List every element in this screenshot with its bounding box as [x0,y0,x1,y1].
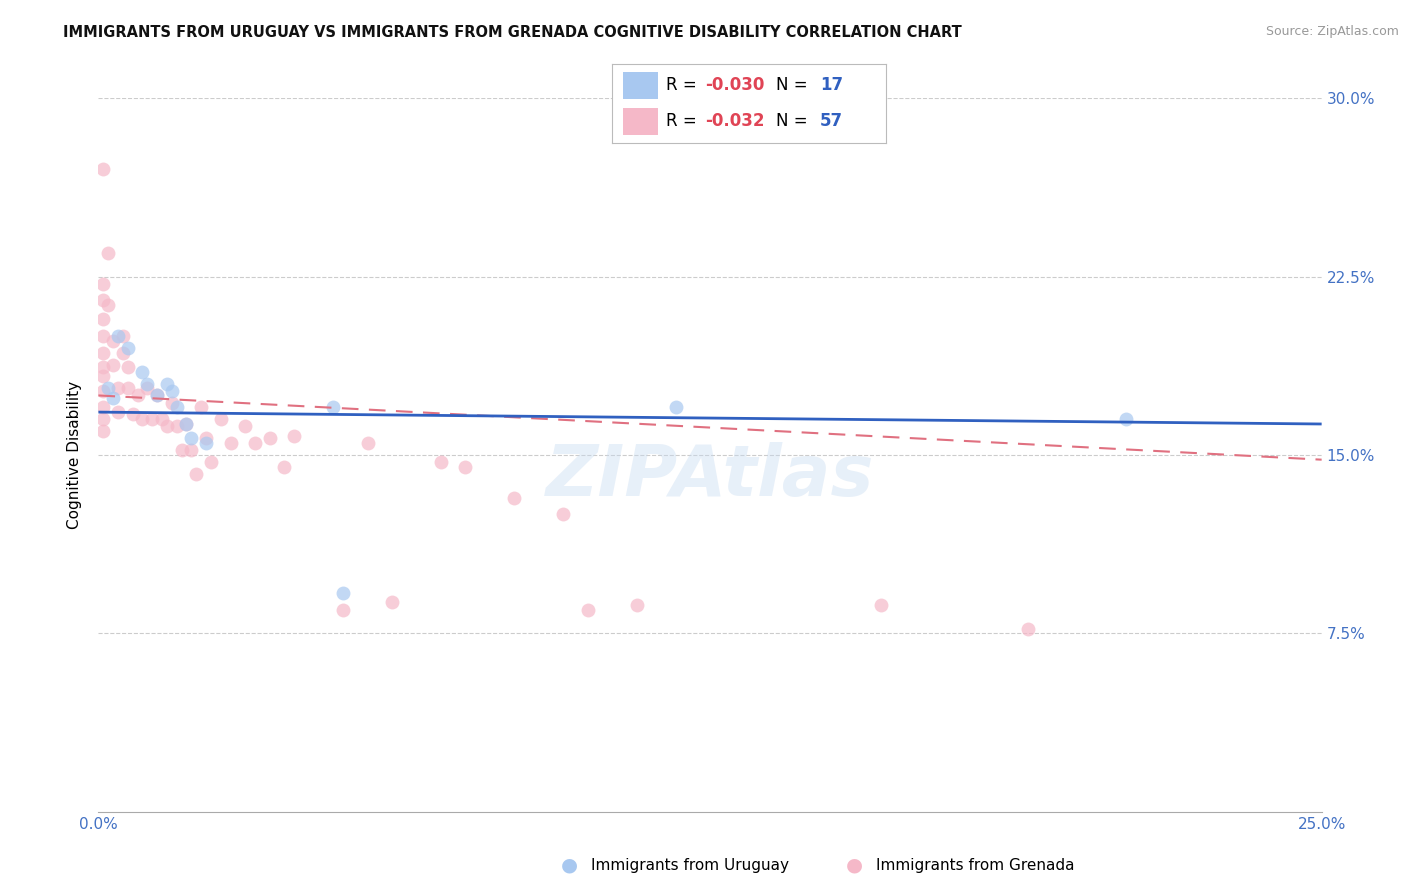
Point [233,419,256,434]
Point [180,431,202,445]
Text: Immigrants from Grenada: Immigrants from Grenada [876,858,1074,872]
Point [91,312,114,326]
Point [1115,412,1137,426]
Point [156,376,179,391]
Point [190,401,212,415]
Text: ●: ● [846,855,863,875]
Text: Immigrants from Uruguay: Immigrants from Uruguay [591,858,789,872]
Point [91,384,114,398]
Point [170,443,193,458]
Point [101,334,124,348]
Point [91,359,114,374]
Point [665,401,688,415]
FancyBboxPatch shape [623,108,658,135]
Point [156,419,179,434]
Point [91,345,114,359]
Text: Source: ZipAtlas.com: Source: ZipAtlas.com [1265,25,1399,38]
Point [166,419,188,434]
Point [160,384,183,398]
Point [626,598,648,612]
FancyBboxPatch shape [623,72,658,99]
Point [332,586,354,600]
Point [97,298,120,312]
Point [117,381,139,395]
Point [176,417,198,431]
Point [131,365,153,379]
Point [91,277,114,291]
Text: N =: N = [776,77,813,95]
Text: 17: 17 [820,77,844,95]
Text: -0.030: -0.030 [704,77,765,95]
Point [117,359,139,374]
Point [283,429,305,443]
Point [200,455,222,469]
Point [160,395,183,409]
Text: 57: 57 [820,112,844,129]
Point [454,459,477,474]
Text: R =: R = [666,77,703,95]
Point [97,245,120,260]
Point [131,412,153,426]
Point [117,341,139,355]
Point [136,381,159,395]
Text: ●: ● [561,855,578,875]
Point [91,369,114,384]
Point [273,459,295,474]
Point [146,388,169,402]
Point [332,602,354,616]
Text: -0.032: -0.032 [704,112,765,129]
Point [503,491,526,505]
Point [322,401,344,415]
Point [356,436,378,450]
Point [101,391,124,405]
Point [195,436,218,450]
Point [141,412,163,426]
Point [195,431,218,445]
Text: IMMIGRANTS FROM URUGUAY VS IMMIGRANTS FROM GRENADA COGNITIVE DISABILITY CORRELAT: IMMIGRANTS FROM URUGUAY VS IMMIGRANTS FR… [63,25,962,40]
Point [176,417,198,431]
Point [553,508,575,522]
Point [576,602,599,616]
Point [107,405,129,419]
Point [870,598,893,612]
Text: N =: N = [776,112,813,129]
Point [219,436,242,450]
Point [166,401,188,415]
Point [146,388,169,402]
Point [180,443,202,458]
Point [91,412,114,426]
Point [91,401,114,415]
Y-axis label: Cognitive Disability: Cognitive Disability [66,381,82,529]
Point [101,358,124,372]
Point [150,412,173,426]
Point [1017,622,1039,636]
Point [91,329,114,343]
Point [186,467,208,481]
Point [107,329,129,343]
Point [381,595,404,609]
Point [111,345,134,359]
Point [91,424,114,438]
Text: R =: R = [666,112,703,129]
Point [259,431,281,445]
Text: ZIPAtlas: ZIPAtlas [546,442,875,511]
Point [121,408,143,422]
Point [243,436,266,450]
Point [91,162,114,177]
Point [97,381,120,395]
Point [127,388,149,402]
Point [209,412,232,426]
Point [136,376,159,391]
Point [111,329,134,343]
Point [91,293,114,308]
Point [430,455,453,469]
Point [107,381,129,395]
